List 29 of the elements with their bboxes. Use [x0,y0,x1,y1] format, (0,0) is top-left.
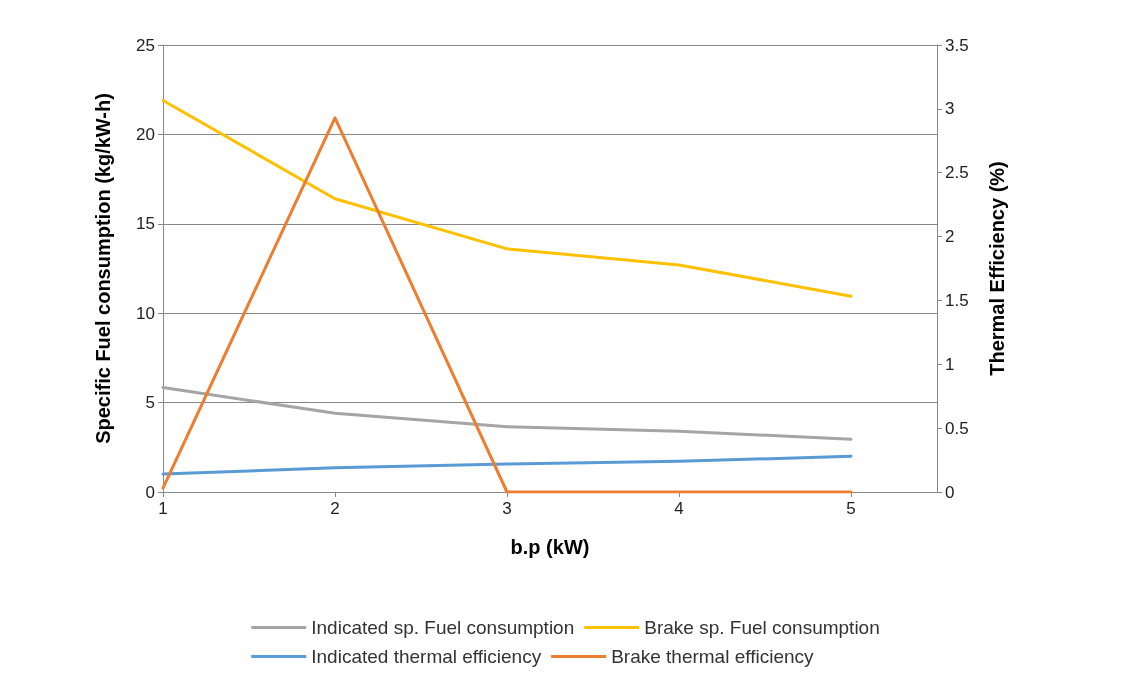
x-tick-label: 4 [674,499,684,518]
line-series [161,98,853,298]
y-tick-label: 0 [145,482,155,502]
y2-tick-label: 0 [945,482,955,502]
y2-tick-label: 3.5 [945,35,969,55]
y2-axis-title: Thermal Efficiency (%) [986,161,1008,376]
y2-tick-label: 2.5 [945,163,969,183]
y2-tick-label: 0.5 [945,418,969,438]
legend-label: Brake sp. Fuel consumption [644,617,880,638]
legend-label: Indicated sp. Fuel consumption [311,617,575,638]
y-tick-label: 10 [136,303,155,323]
legend-label: Brake thermal efficiency [611,646,815,667]
legend-label: Indicated thermal efficiency [311,646,542,667]
x-axis-title: b.p (kW) [510,536,590,558]
x-tick-label: 5 [846,499,856,518]
y-axis-title: Specific Fuel consumption (kg/kW-h) [92,93,114,444]
line-series [161,454,853,476]
y2-tick-label: 1.5 [945,290,969,310]
y-tick-label: 5 [145,393,155,413]
y-tick-label: 25 [136,35,155,55]
y2-tick-label: 2 [945,227,955,247]
x-tick-label: 2 [330,499,340,518]
line-series [161,385,853,441]
y2-tick-label: 1 [945,354,955,374]
y2-tick-label: 3 [945,99,955,119]
x-tick-label: 1 [158,499,168,518]
y-tick-label: 20 [136,124,155,144]
x-tick-label: 3 [502,499,512,518]
y-tick-label: 15 [136,214,155,234]
